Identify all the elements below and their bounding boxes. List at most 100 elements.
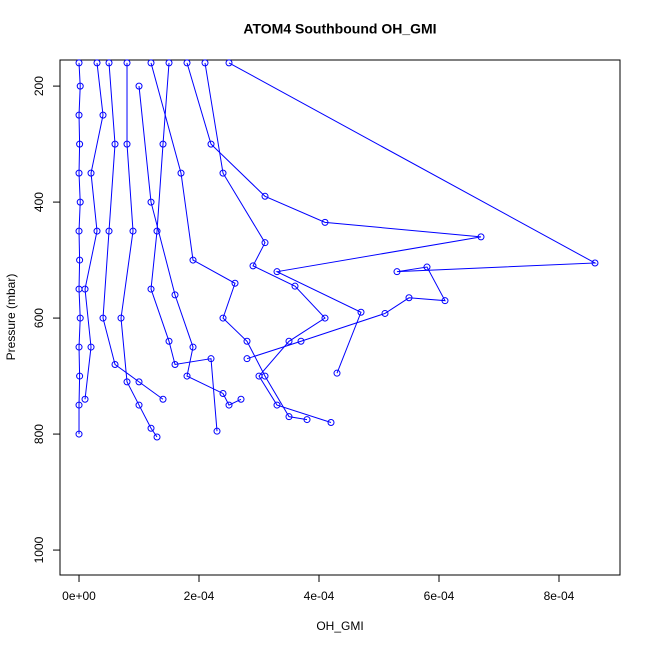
x-tick-label: 6e-04 (424, 589, 455, 603)
data-point (87, 343, 95, 351)
data-point (237, 395, 245, 403)
data-point (135, 378, 143, 386)
plot-frame (59, 59, 621, 576)
data-point (333, 369, 341, 377)
data-point (273, 268, 281, 276)
data-point (213, 427, 221, 435)
data-point (189, 343, 197, 351)
data-point (297, 337, 305, 345)
y-tick-label: 600 (32, 308, 46, 328)
data-point (327, 418, 335, 426)
data-point (76, 314, 84, 322)
data-point (153, 227, 161, 235)
data-point (285, 413, 293, 421)
data-point (591, 259, 599, 267)
data-point (81, 285, 89, 293)
chart-title: ATOM4 Southbound OH_GMI (243, 21, 436, 37)
data-point (225, 59, 233, 67)
data-point (99, 111, 107, 119)
data-point (105, 59, 113, 67)
data-point (105, 227, 113, 235)
data-point (261, 372, 269, 380)
data-point (171, 360, 179, 368)
data-point (75, 169, 83, 177)
data-point (303, 416, 311, 424)
data-point (321, 314, 329, 322)
y-axis-label: Pressure (mbar) (4, 274, 18, 361)
x-axis-label: OH_GMI (316, 619, 363, 633)
data-point (75, 111, 83, 119)
data-point (147, 285, 155, 293)
data-point (183, 59, 191, 67)
data-point (111, 360, 119, 368)
data-point (441, 297, 449, 305)
y-tick-label: 800 (32, 424, 46, 444)
data-point (117, 314, 125, 322)
data-point (261, 192, 269, 200)
data-point (75, 401, 83, 409)
data-point (261, 239, 269, 247)
x-tick-label: 0e+00 (62, 589, 96, 603)
data-point (87, 169, 95, 177)
data-point (219, 314, 227, 322)
data-point (219, 169, 227, 177)
data-point (147, 198, 155, 206)
data-point (75, 59, 83, 67)
data-point (201, 59, 209, 67)
data-point (75, 227, 83, 235)
data-point (76, 256, 84, 264)
data-point (129, 227, 137, 235)
data-point (76, 198, 84, 206)
data-point (76, 82, 84, 90)
x-tick-label: 4e-04 (304, 589, 335, 603)
data-point (207, 355, 215, 363)
data-point (99, 314, 107, 322)
x-tick-label: 2e-04 (184, 589, 215, 603)
series-line (84, 62, 104, 400)
data-point (381, 309, 389, 317)
data-point (135, 82, 143, 90)
data-point (285, 337, 293, 345)
data-point (249, 262, 257, 270)
data-point (165, 59, 173, 67)
data-point (243, 355, 251, 363)
data-point (135, 401, 143, 409)
series-line (186, 62, 482, 374)
y-tick-label: 200 (32, 76, 46, 96)
data-point (225, 401, 233, 409)
series-line (204, 62, 332, 423)
y-tick-label: 1000 (32, 536, 46, 563)
series-line (150, 62, 218, 432)
x-tick-label: 8e-04 (544, 589, 575, 603)
data-point (93, 227, 101, 235)
data-point (81, 395, 89, 403)
series-line (138, 86, 242, 406)
data-point (76, 372, 84, 380)
data-point (147, 59, 155, 67)
data-point (93, 59, 101, 67)
data-point (423, 263, 431, 271)
data-point (171, 291, 179, 299)
data-point (165, 337, 173, 345)
series-line (78, 62, 81, 435)
data-point (393, 268, 401, 276)
series-line (102, 62, 164, 400)
data-point (123, 59, 131, 67)
data-point (477, 233, 485, 241)
data-point (147, 424, 155, 432)
data-point (231, 279, 239, 287)
data-point (243, 337, 251, 345)
data-point (159, 395, 167, 403)
data-point (76, 140, 84, 148)
data-point (321, 218, 329, 226)
data-point (183, 372, 191, 380)
y-tick-label: 400 (32, 192, 46, 212)
data-point (273, 401, 281, 409)
data-point (123, 140, 131, 148)
data-point (177, 169, 185, 177)
data-point (189, 256, 197, 264)
data-point (159, 140, 167, 148)
data-point (123, 378, 131, 386)
